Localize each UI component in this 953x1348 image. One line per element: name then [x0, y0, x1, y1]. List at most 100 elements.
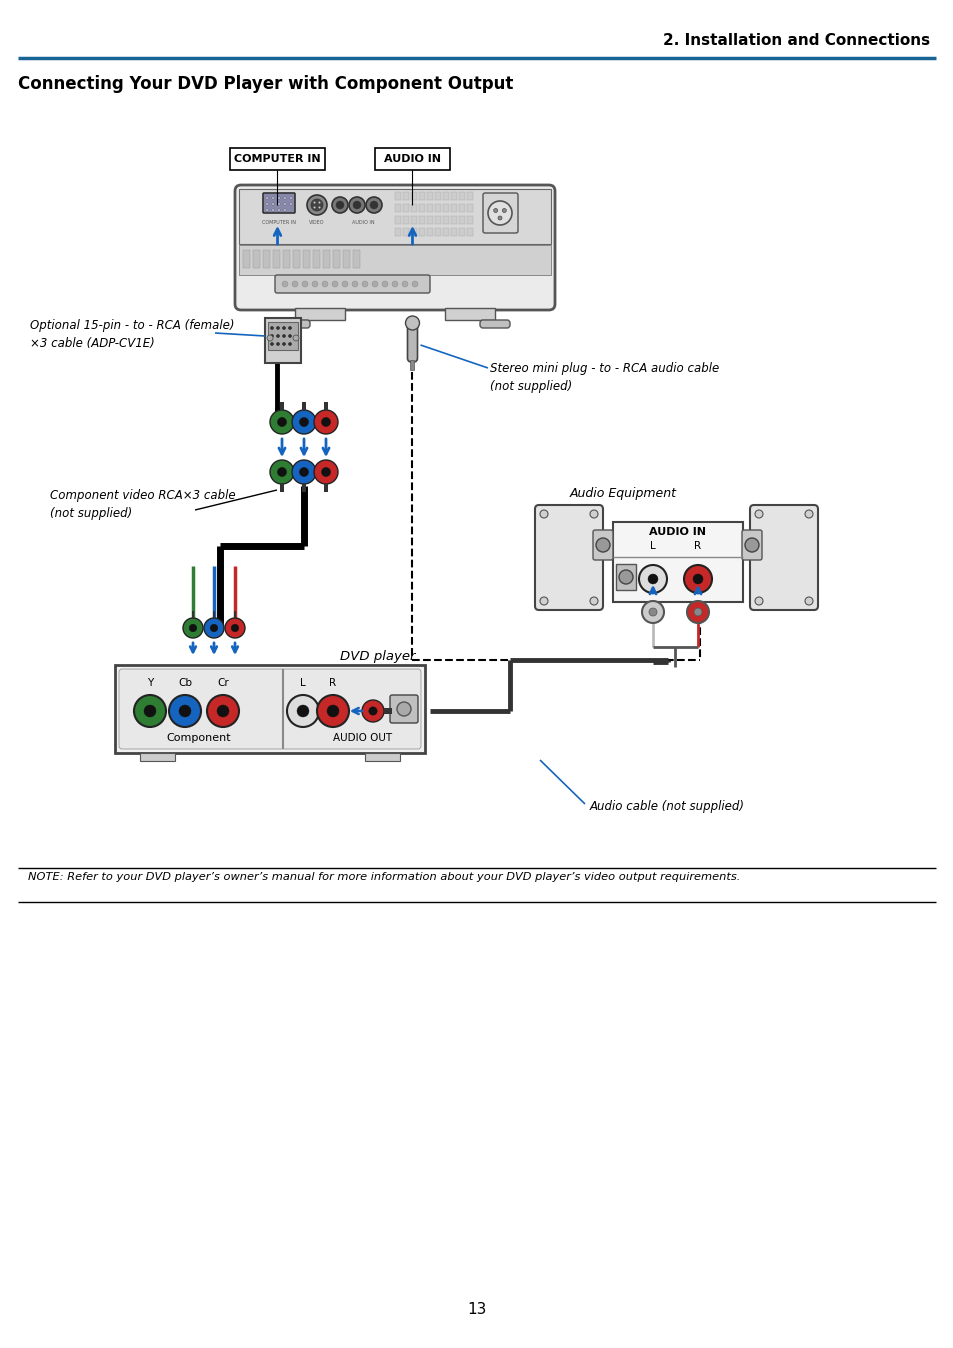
Circle shape — [647, 574, 658, 584]
Bar — [384, 708, 392, 713]
Circle shape — [189, 624, 196, 632]
Text: Optional 15-pin - to - RCA (female)
×3 cable (ADP-CV1E): Optional 15-pin - to - RCA (female) ×3 c… — [30, 319, 234, 350]
Text: NOTE: Refer to your DVD player’s owner’s manual for more information about your : NOTE: Refer to your DVD player’s owner’s… — [28, 872, 740, 882]
Circle shape — [272, 202, 274, 205]
Circle shape — [276, 334, 279, 337]
Bar — [435, 204, 440, 212]
Circle shape — [686, 601, 708, 623]
Bar — [402, 228, 409, 236]
Circle shape — [270, 410, 294, 434]
Circle shape — [618, 570, 633, 584]
Circle shape — [502, 209, 506, 213]
Circle shape — [282, 342, 285, 345]
Text: Component: Component — [167, 733, 231, 743]
Text: Cb: Cb — [178, 678, 192, 687]
Text: Y: Y — [147, 678, 153, 687]
Bar — [467, 216, 473, 224]
Circle shape — [302, 280, 308, 287]
Circle shape — [283, 197, 286, 200]
Bar — [283, 249, 290, 268]
Bar — [280, 484, 283, 492]
Circle shape — [754, 510, 762, 518]
Circle shape — [314, 460, 337, 484]
Circle shape — [412, 280, 417, 287]
Circle shape — [322, 280, 328, 287]
Bar — [302, 402, 305, 410]
Circle shape — [539, 597, 547, 605]
Bar — [451, 191, 456, 200]
Bar — [333, 249, 339, 268]
Text: Audio cable (not supplied): Audio cable (not supplied) — [589, 799, 744, 813]
Circle shape — [372, 280, 377, 287]
Circle shape — [648, 608, 657, 616]
Bar — [442, 204, 449, 212]
Circle shape — [381, 280, 388, 287]
Bar — [365, 754, 399, 762]
Bar — [451, 216, 456, 224]
Bar — [293, 249, 299, 268]
Bar — [427, 216, 433, 224]
Bar — [375, 148, 450, 170]
Circle shape — [271, 334, 274, 337]
Circle shape — [596, 538, 609, 551]
Circle shape — [332, 197, 348, 213]
Circle shape — [283, 209, 286, 212]
Circle shape — [288, 342, 292, 345]
Circle shape — [207, 696, 239, 727]
Bar — [458, 204, 464, 212]
Circle shape — [272, 209, 274, 212]
Text: VIDEO: VIDEO — [309, 220, 324, 225]
Circle shape — [314, 201, 315, 204]
FancyBboxPatch shape — [593, 530, 613, 559]
Text: 2. Installation and Connections: 2. Installation and Connections — [662, 32, 929, 49]
Circle shape — [288, 326, 292, 329]
FancyBboxPatch shape — [482, 193, 517, 233]
Circle shape — [277, 202, 280, 205]
Bar — [402, 204, 409, 212]
FancyBboxPatch shape — [390, 696, 417, 723]
Circle shape — [361, 700, 384, 723]
Bar — [280, 402, 283, 410]
Circle shape — [288, 334, 292, 337]
Circle shape — [282, 334, 285, 337]
Circle shape — [401, 280, 408, 287]
Bar — [265, 318, 301, 363]
Circle shape — [225, 617, 245, 638]
Circle shape — [318, 201, 320, 204]
Bar — [418, 191, 424, 200]
Bar — [302, 484, 305, 492]
Circle shape — [282, 326, 285, 329]
Bar — [313, 249, 319, 268]
Bar — [115, 665, 424, 754]
Text: Component video RCA×3 cable
(not supplied): Component video RCA×3 cable (not supplie… — [50, 489, 235, 520]
Bar — [192, 611, 194, 617]
Bar — [233, 611, 236, 617]
Circle shape — [405, 315, 419, 330]
Circle shape — [290, 202, 292, 205]
Bar — [294, 307, 345, 319]
Circle shape — [321, 468, 330, 477]
Circle shape — [539, 510, 547, 518]
Bar — [213, 611, 215, 617]
Circle shape — [267, 336, 273, 341]
Circle shape — [314, 206, 315, 209]
Circle shape — [370, 201, 377, 209]
FancyBboxPatch shape — [535, 506, 602, 611]
Circle shape — [488, 201, 512, 225]
Circle shape — [804, 510, 812, 518]
Circle shape — [314, 410, 337, 434]
Bar — [402, 216, 409, 224]
Bar — [273, 249, 280, 268]
Circle shape — [754, 597, 762, 605]
Circle shape — [277, 418, 286, 426]
Circle shape — [216, 705, 229, 717]
Circle shape — [349, 197, 365, 213]
Circle shape — [293, 336, 298, 341]
Text: Audio Equipment: Audio Equipment — [569, 487, 677, 500]
Circle shape — [369, 706, 376, 716]
Circle shape — [271, 326, 274, 329]
Circle shape — [321, 418, 330, 426]
FancyBboxPatch shape — [234, 185, 555, 310]
Circle shape — [270, 460, 294, 484]
Circle shape — [277, 197, 280, 200]
